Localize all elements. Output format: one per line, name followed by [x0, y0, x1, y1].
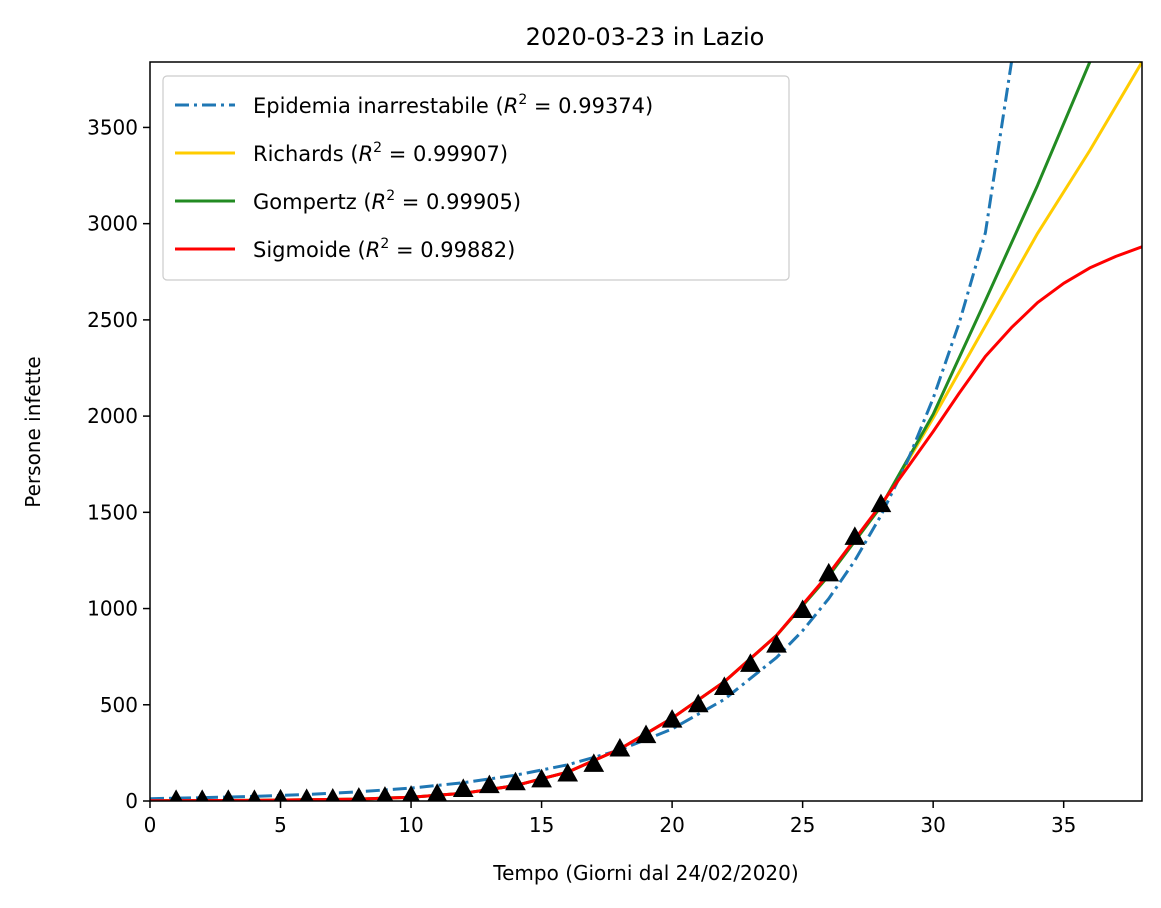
x-tick-label: 15 — [529, 813, 554, 837]
data-point — [713, 676, 735, 695]
data-point — [247, 789, 261, 801]
plot-area — [150, 62, 1142, 801]
legend-entry-richards: Richards (R2 = 0.99907) — [253, 140, 508, 166]
legend-entry-epidemia-inarrestabile: Epidemia inarrestabile (R2 = 0.99374) — [253, 92, 653, 118]
y-tick-label: 2000 — [87, 404, 138, 428]
data-point — [557, 763, 579, 782]
y-tick-label: 2500 — [87, 308, 138, 332]
y-tick-label: 0 — [125, 789, 138, 813]
x-tick-label: 5 — [274, 813, 287, 837]
data-point — [740, 653, 761, 672]
data-point — [766, 634, 787, 653]
x-tick-label: 35 — [1051, 813, 1076, 837]
data-point — [479, 774, 500, 794]
y-axis-label: Persone infette — [21, 356, 45, 507]
x-axis-label: Tempo (Giorni dal 24/02/2020) — [492, 861, 798, 885]
x-tick-label: 30 — [920, 813, 945, 837]
data-point — [299, 788, 314, 801]
chart-title: 2020-03-23 in Lazio — [526, 23, 765, 51]
data-point — [531, 768, 552, 788]
x-tick-label: 0 — [144, 813, 157, 837]
data-point — [273, 788, 288, 801]
data-point — [452, 778, 474, 797]
data-point — [635, 724, 657, 744]
data-point — [661, 709, 683, 728]
data-point — [505, 771, 526, 791]
data-point — [402, 785, 420, 801]
y-tick-label: 1500 — [87, 500, 138, 524]
data-point — [792, 599, 813, 618]
x-tick-label: 25 — [790, 813, 815, 837]
legend-box — [162, 75, 790, 281]
y-tick-label: 1000 — [87, 597, 138, 621]
legend: Epidemia inarrestabile (R2 = 0.99374) Ric… — [162, 75, 790, 281]
data-point — [325, 788, 340, 801]
x-tick-label: 10 — [398, 813, 423, 837]
data-point — [221, 789, 235, 801]
data-point — [427, 783, 448, 801]
data-point — [844, 526, 866, 545]
data-point — [870, 493, 892, 513]
data-point — [609, 738, 631, 757]
data-point — [687, 693, 709, 713]
legend-entry-sigmoide: Sigmoide (R2 = 0.99882) — [253, 236, 515, 262]
data-point — [376, 786, 394, 801]
y-tick-label: 3000 — [87, 212, 138, 236]
data-point — [818, 562, 840, 582]
data-point — [583, 753, 605, 772]
data-point — [351, 787, 367, 801]
plot-frame — [149, 61, 1143, 802]
x-axis: 0 5 10 15 20 25 30 35 — [144, 801, 1076, 837]
data-point — [169, 789, 183, 801]
y-tick-label: 500 — [100, 693, 138, 717]
legend-entry-gompertz: Gompertz (R2 = 0.99905) — [253, 188, 521, 214]
data-point — [195, 789, 209, 801]
y-tick-label: 3500 — [87, 115, 138, 139]
x-tick-label: 20 — [659, 813, 684, 837]
y-axis: 0 500 1000 1500 2000 2500 3000 3500 — [87, 115, 150, 813]
